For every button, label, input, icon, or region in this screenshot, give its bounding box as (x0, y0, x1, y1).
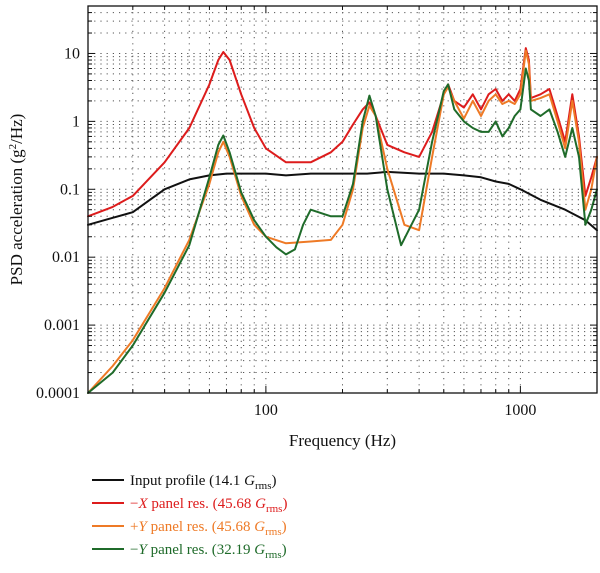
legend-text-pre: − (130, 496, 138, 512)
legend-g-var: G (254, 542, 265, 558)
y-tick-label: 1 (72, 113, 80, 130)
legend-text-mid: panel res. (45.68 (147, 519, 254, 535)
y-axis-title: PSD acceleration (g2/Hz) (7, 114, 26, 286)
series-line-4 (87, 67, 598, 394)
legend-text-post: ) (282, 496, 287, 512)
legend-text-mid: panel res. (45.68 (148, 496, 255, 512)
legend-text-pre: + (130, 519, 138, 535)
legend-text-post: ) (271, 473, 276, 489)
series-line-3 (87, 49, 598, 394)
y-axis-title-main: PSD acceleration (g (7, 149, 26, 285)
axis-ticks (88, 6, 597, 393)
series-lines (87, 47, 598, 394)
x-axis-title: Frequency (Hz) (289, 431, 396, 450)
legend-label-2: −X panel res. (45.68 Grms) (130, 496, 287, 515)
legend-g-var: G (244, 473, 255, 489)
y-tick-label: 0.001 (44, 317, 80, 334)
legend-label-1: Input profile (14.1 Grms) (130, 473, 276, 492)
legend-label-3: +Y panel res. (45.68 Grms) (130, 519, 287, 538)
x-tick-label: 1000 (504, 402, 536, 419)
y-tick-label: 0.0001 (36, 385, 80, 402)
legend-text-post: ) (282, 519, 287, 535)
legend-rms-sub: rms (265, 526, 282, 538)
legend-text-pre: Input profile (14.1 (130, 473, 244, 489)
legend-text-mid: panel res. (32.19 (147, 542, 254, 558)
y-tick-label: 10 (64, 45, 80, 62)
legend-rms-sub: rms (265, 549, 282, 561)
legend-g-var: G (254, 519, 265, 535)
tick-labels: 100 1000 0.0001 0.001 0.01 0.1 1 10 (36, 45, 536, 419)
x-tick-label: 100 (254, 402, 278, 419)
y-tick-label: 0.01 (52, 249, 80, 266)
y-axis-title-end: /Hz) (7, 114, 26, 144)
legend-label-4: −Y panel res. (32.19 Grms) (130, 542, 287, 561)
legend-g-var: G (255, 496, 266, 512)
y-axis-title-sup: 2 (7, 144, 19, 150)
grid-lines (88, 6, 597, 393)
legend-text-pre: − (130, 542, 138, 558)
legend-axis-var: X (137, 496, 148, 512)
legend-axis-var: Y (138, 542, 148, 558)
legend-rms-sub: rms (266, 503, 283, 515)
legend-axis-var: Y (138, 519, 148, 535)
legend-rms-sub: rms (255, 480, 272, 492)
y-tick-label: 0.1 (60, 181, 80, 198)
legend-text-post: ) (282, 542, 287, 558)
legend: Input profile (14.1 Grms)−X panel res. (… (92, 473, 287, 561)
